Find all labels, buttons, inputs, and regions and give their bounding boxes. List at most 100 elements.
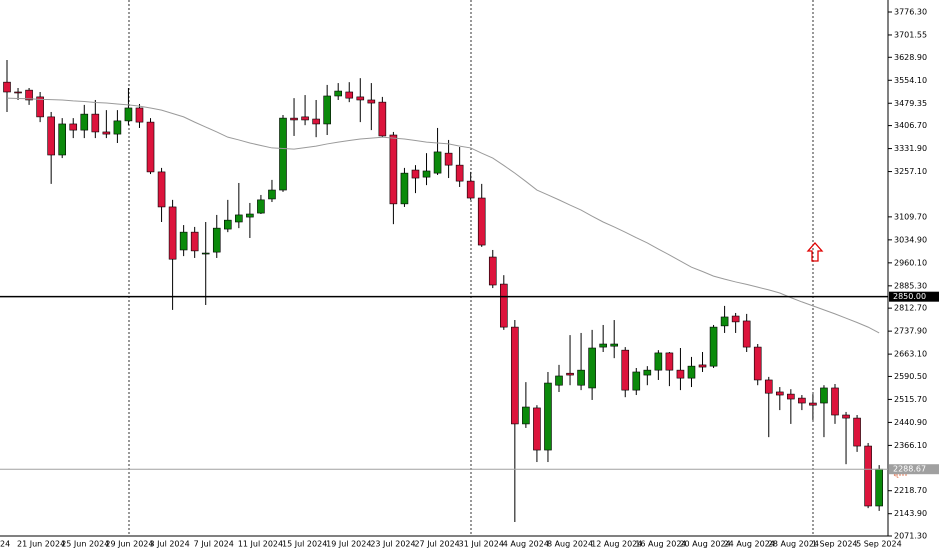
candle-body — [698, 364, 707, 368]
candle-body — [753, 346, 762, 381]
x-tick-label: 11 Jul 2024 — [238, 540, 283, 548]
candle-body — [798, 397, 806, 404]
candle-body — [577, 369, 585, 386]
candle-body — [224, 219, 232, 230]
y-tick-label: 2663.10 — [894, 350, 927, 359]
candle-body — [201, 252, 210, 255]
candle-body — [687, 365, 696, 379]
candle-body — [400, 172, 409, 205]
x-tick-label: 24 Aug 2024 — [724, 540, 775, 548]
candle-body — [555, 375, 563, 386]
y-tick-label: 2366.10 — [894, 441, 927, 450]
y-tick-label: 3109.70 — [894, 212, 927, 221]
candle-body — [643, 369, 652, 376]
candle-body — [190, 231, 199, 252]
candle-body — [511, 326, 519, 425]
price-label-box — [889, 291, 939, 302]
candle-body — [809, 402, 817, 406]
candle-body — [566, 372, 574, 376]
candle-body — [102, 131, 111, 135]
candle-body — [257, 199, 265, 214]
candle-body — [709, 326, 718, 367]
candle-body — [334, 90, 343, 97]
candle-body — [599, 343, 607, 348]
y-tick-label: 3331.90 — [894, 144, 927, 153]
candle-body — [853, 417, 861, 447]
candle-body — [588, 347, 596, 389]
candle-body — [455, 164, 464, 182]
candle-body — [544, 382, 552, 451]
candle-body — [444, 152, 453, 166]
x-tick-label: 3 Jul 2024 — [150, 540, 190, 548]
x-tick-label: 31 Jul 2024 — [459, 540, 504, 548]
candle-body — [135, 107, 144, 123]
x-tick-label: 19 Jul 2024 — [326, 540, 371, 548]
candle-body — [312, 118, 320, 125]
candle-body — [80, 113, 89, 131]
y-tick-label: 3701.55 — [894, 30, 927, 39]
candle-body — [731, 315, 740, 323]
candle-body — [831, 387, 839, 416]
x-tick-label: 5 Sep 2024 — [856, 540, 902, 548]
candle-body — [3, 81, 11, 93]
y-tick-label: 2737.90 — [894, 327, 927, 336]
y-tick-label: 3554.10 — [894, 76, 927, 85]
x-tick-label: 24 — [0, 540, 10, 548]
buy-arrow — [806, 242, 824, 262]
candle-body — [168, 206, 177, 260]
x-tick-label: 12 Aug 2024 — [591, 540, 642, 548]
y-tick-label: 2515.70 — [894, 395, 927, 404]
candle-body — [91, 113, 100, 133]
candle-body — [433, 151, 442, 174]
candle-body — [477, 197, 486, 246]
candle-body — [499, 283, 508, 328]
x-tick-label: 8 Aug 2024 — [547, 540, 593, 548]
price-label-box — [889, 464, 939, 475]
x-tick-label: 28 Aug 2024 — [768, 540, 819, 548]
candle-body — [367, 99, 376, 104]
candle-body — [157, 171, 166, 208]
moving-average — [6, 97, 880, 334]
x-tick-label: 15 Jul 2024 — [282, 540, 327, 548]
x-tick-label: 29 Jun 2024 — [105, 540, 153, 548]
price-label: 2850.00 — [893, 292, 926, 301]
candle-body — [533, 407, 541, 451]
candle-body — [246, 213, 254, 218]
candle-body — [212, 227, 221, 253]
x-tick-label: 1 Sep 2024 — [812, 540, 858, 548]
candle-body — [775, 391, 784, 396]
candle-body — [842, 414, 850, 419]
candle-body — [124, 107, 133, 122]
candle-body — [522, 406, 530, 425]
candle-body — [345, 91, 354, 99]
candle-body — [864, 445, 872, 507]
candle-body — [422, 170, 431, 178]
candle-body — [632, 371, 641, 391]
candle-body — [301, 116, 309, 121]
y-tick-label: 2440.90 — [894, 418, 927, 427]
x-tick-label: 4 Aug 2024 — [503, 540, 549, 548]
candle-body — [25, 89, 33, 101]
candle-body — [466, 180, 475, 199]
y-tick-label: 3406.70 — [894, 121, 927, 130]
x-tick-label: 7 Jul 2024 — [194, 540, 234, 548]
candle-body — [720, 316, 729, 327]
candle-body — [356, 96, 365, 101]
candle-body — [47, 116, 55, 156]
candle-body — [113, 120, 122, 135]
y-tick-label: 3034.90 — [894, 235, 927, 244]
y-tick-label: 2812.70 — [894, 304, 927, 313]
candle-body — [820, 387, 828, 404]
y-tick-label: 2885.30 — [894, 281, 927, 290]
candle-body — [323, 95, 331, 125]
y-tick-label: 2960.10 — [894, 258, 927, 267]
candle-body — [621, 349, 630, 391]
candle-body — [610, 343, 619, 347]
candle-body — [488, 256, 497, 286]
candle-body — [58, 123, 67, 156]
y-tick-label: 2071.30 — [894, 532, 927, 541]
candle-body — [389, 134, 398, 205]
candle-body — [179, 231, 188, 251]
